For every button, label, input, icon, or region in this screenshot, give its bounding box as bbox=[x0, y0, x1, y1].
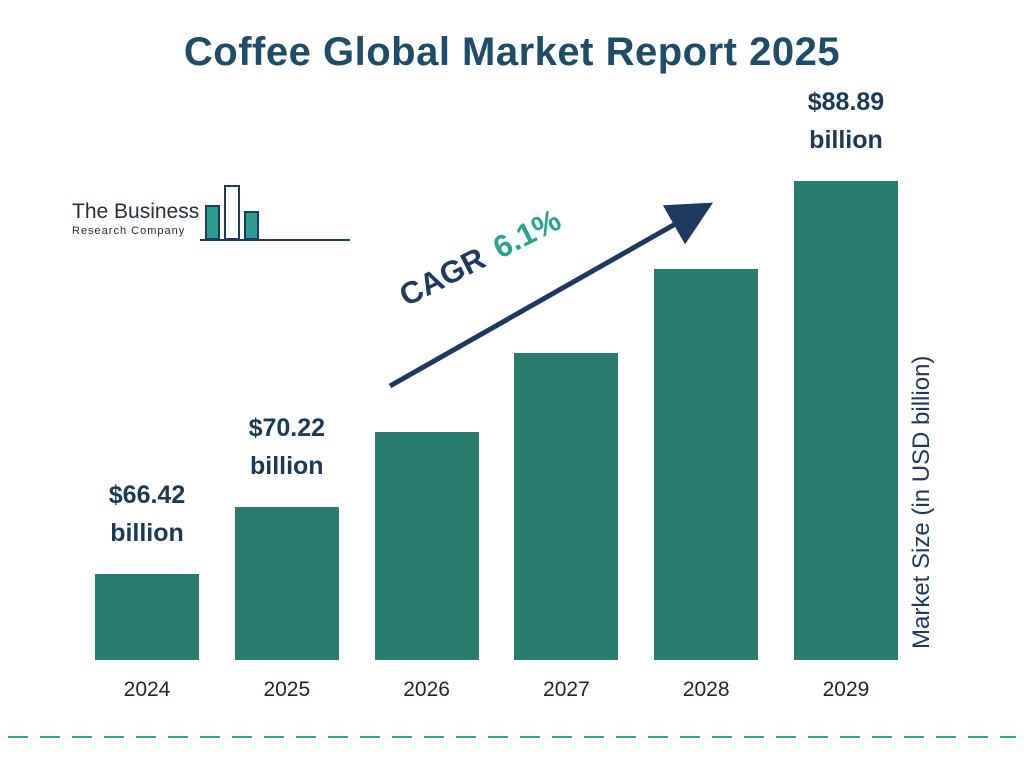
logo-name: The Business bbox=[72, 200, 200, 223]
bar-2025 bbox=[234, 507, 339, 660]
bar-group-2029: $88.89 billion 2029 bbox=[793, 88, 898, 701]
value-label-2024: $66.42 billion bbox=[108, 481, 186, 547]
value-label-2029: $88.89 billion bbox=[807, 88, 885, 154]
y-axis-label: Market Size (in USD billion) bbox=[908, 355, 935, 650]
value-label-2025: $70.22 billion bbox=[248, 414, 326, 480]
bottom-dashed-line bbox=[8, 736, 1016, 738]
bar-2027 bbox=[514, 353, 619, 660]
company-logo: The Business Research Company bbox=[72, 182, 350, 252]
bar-2024 bbox=[95, 574, 199, 660]
logo-text: The Business Research Company bbox=[72, 200, 199, 237]
year-label-2026: 2026 bbox=[403, 678, 450, 701]
year-label-2025: 2025 bbox=[263, 678, 311, 701]
bar-group-2025: $70.22 billion 2025 bbox=[234, 100, 339, 701]
bar-2026 bbox=[374, 432, 479, 660]
bar-group-2026: 2026 bbox=[374, 100, 479, 701]
bar-group-2028: 2028 bbox=[654, 100, 759, 701]
bar-2028 bbox=[654, 269, 759, 660]
bar-group-2027: 2027 bbox=[514, 100, 619, 701]
bar-2029 bbox=[793, 181, 898, 660]
logo-subtitle: Research Company bbox=[72, 225, 186, 237]
bar-chart: $66.42 billion 2024 $70.22 billion 2025 2026 20… bbox=[95, 88, 898, 701]
year-label-2028: 2028 bbox=[682, 678, 730, 701]
bar-group-2024: $66.42 billion 2024 bbox=[95, 100, 199, 701]
year-label-2027: 2027 bbox=[543, 678, 590, 701]
bar-chart-logo-icon bbox=[200, 185, 350, 241]
year-label-2024: 2024 bbox=[123, 678, 171, 701]
year-label-2029: 2029 bbox=[822, 678, 870, 701]
page-title: Coffee Global Market Report 2025 bbox=[183, 30, 841, 74]
